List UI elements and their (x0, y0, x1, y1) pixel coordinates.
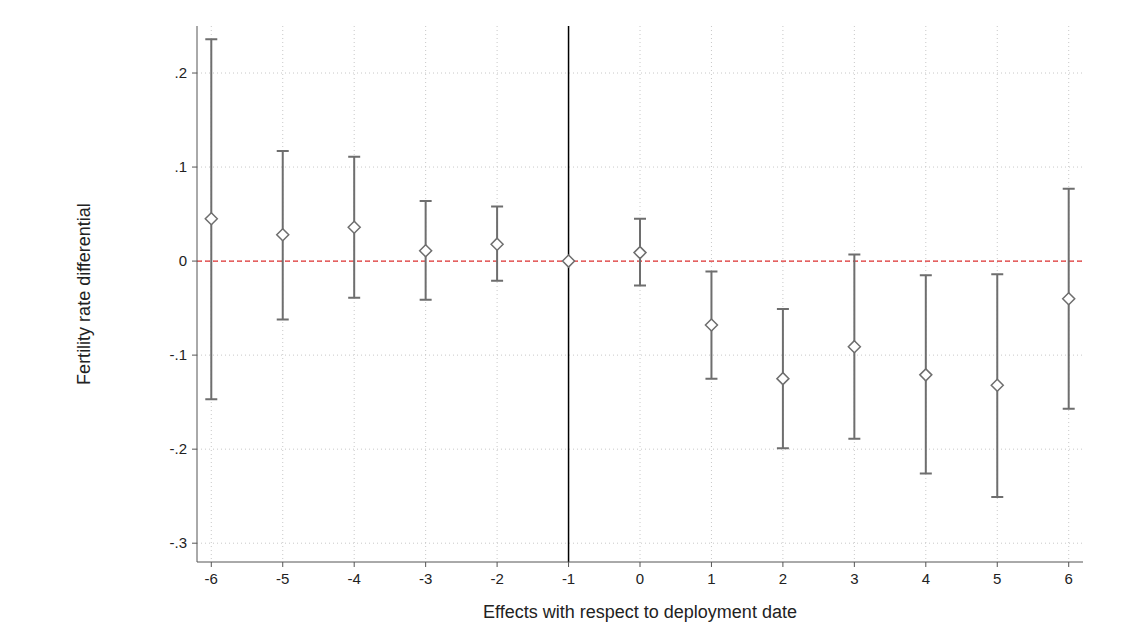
y-axis-line (197, 26, 198, 562)
y-tick (192, 543, 197, 544)
error-bar (991, 274, 1003, 497)
x-tick (282, 562, 283, 567)
x-tick-label: -5 (276, 570, 289, 587)
x-tick-label: 2 (779, 570, 787, 587)
x-tick-label: 5 (993, 570, 1001, 587)
x-tick-label: 6 (1065, 570, 1073, 587)
x-tick-label: 4 (922, 570, 930, 587)
grid-line-y (197, 449, 1083, 450)
deployment-line (568, 26, 570, 562)
error-bar (848, 255, 860, 439)
point (991, 379, 1003, 391)
error-bar (920, 275, 932, 473)
point (420, 245, 432, 257)
grid-line-x (640, 26, 641, 562)
x-tick (711, 562, 712, 567)
x-tick-label: -4 (348, 570, 361, 587)
grid-line-x (497, 26, 498, 562)
marks (205, 39, 1074, 497)
y-tick-label: 0 (179, 252, 187, 269)
x-tick-label: 0 (636, 570, 644, 587)
point (705, 319, 717, 331)
x-tick-label: -1 (562, 570, 575, 587)
y-tick-label: -.2 (169, 440, 187, 457)
chart-container: -.3 -.2 -.1 0 .1 .2 -6 -5 -4 -3 -2 -1 0 1 2 3 4 5 6 Effects… (0, 0, 1145, 639)
grid-line-y (197, 355, 1083, 356)
error-bar (348, 157, 360, 298)
x-tick-label: -2 (490, 570, 503, 587)
y-tick-label: .2 (174, 64, 187, 81)
x-tick-label: -3 (419, 570, 432, 587)
x-tick (782, 562, 783, 567)
y-tick (192, 449, 197, 450)
error-bar (777, 309, 789, 448)
grid (197, 26, 1083, 562)
error-bar (634, 219, 646, 286)
error-bar (420, 201, 432, 300)
y-tick-label: -.3 (169, 534, 187, 551)
grid-line-y (197, 167, 1083, 168)
x-tick-label: 3 (850, 570, 858, 587)
y-tick-label: .1 (174, 158, 187, 175)
x-tick (211, 562, 212, 567)
chart-svg: -.3 -.2 -.1 0 .1 .2 -6 -5 -4 -3 -2 -1 0 1 2 3 4 5 6 Effects… (0, 0, 1145, 639)
axes: -.3 -.2 -.1 0 .1 .2 -6 -5 -4 -3 -2 -1 0 1 2 3 4 5 6 (169, 26, 1083, 587)
point (491, 238, 503, 250)
x-tick (354, 562, 355, 567)
grid-line-x (568, 26, 569, 562)
grid-line-y (197, 73, 1083, 74)
error-bar (1063, 189, 1075, 409)
x-tick-label: -6 (205, 570, 218, 587)
error-bar (705, 271, 717, 378)
point (634, 247, 646, 259)
y-tick (192, 261, 197, 262)
error-bar (277, 151, 289, 319)
grid-line-x (782, 26, 783, 562)
y-tick (192, 73, 197, 74)
point (563, 255, 575, 267)
point (920, 369, 932, 381)
point (277, 229, 289, 241)
x-tick-label: 1 (707, 570, 715, 587)
y-tick-label: -.1 (169, 346, 187, 363)
y-tick (192, 355, 197, 356)
point (848, 341, 860, 353)
y-tick (192, 167, 197, 168)
y-axis-title: Fertility rate differential (74, 203, 94, 385)
x-tick (640, 562, 641, 567)
point (348, 221, 360, 233)
grid-line-y (197, 543, 1083, 544)
x-tick (425, 562, 426, 567)
point (777, 373, 789, 385)
point (1063, 293, 1075, 305)
error-bar (205, 39, 217, 399)
x-tick (1068, 562, 1069, 567)
x-tick (568, 562, 569, 567)
point (205, 213, 217, 225)
x-tick (997, 562, 998, 567)
x-tick (497, 562, 498, 567)
x-axis-title: Effects with respect to deployment date (483, 602, 797, 622)
x-tick (925, 562, 926, 567)
x-tick (854, 562, 855, 567)
error-bar (491, 207, 503, 281)
reference-lines (197, 26, 1083, 562)
